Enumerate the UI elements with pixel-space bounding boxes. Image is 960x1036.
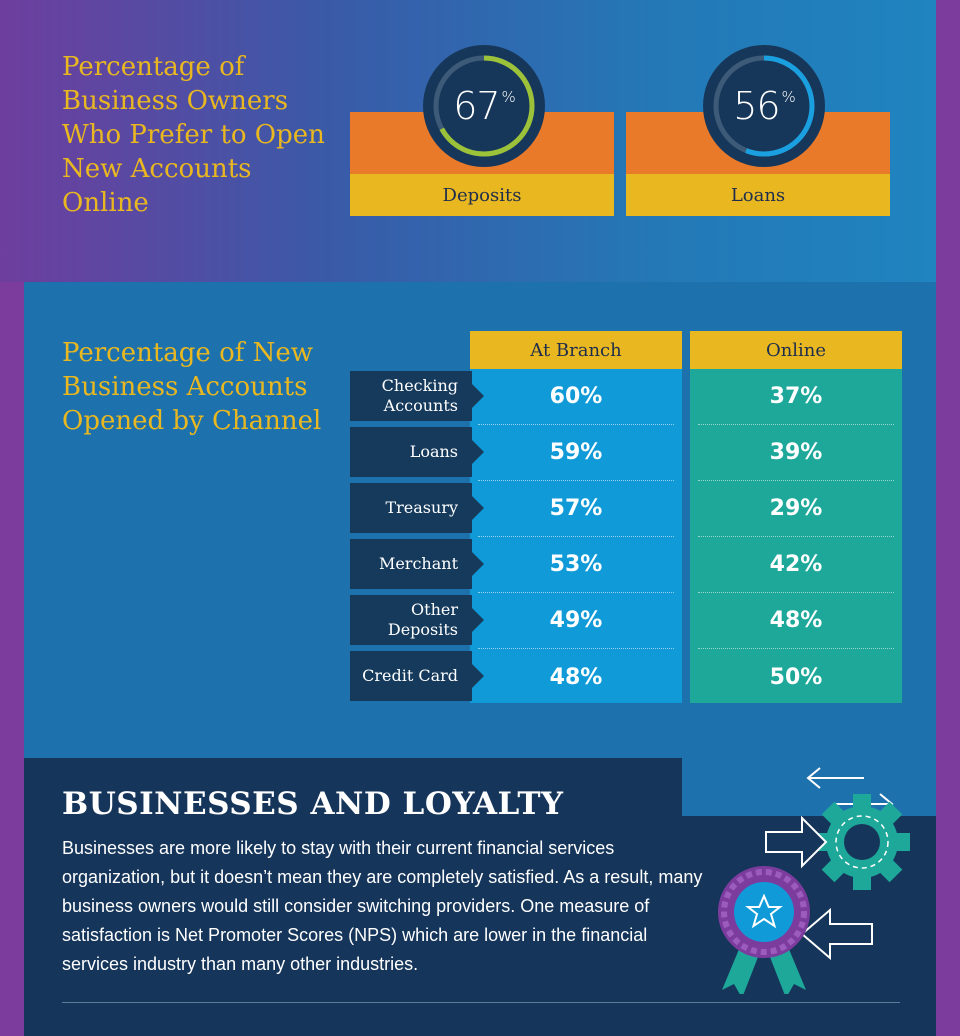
column-header-branch: At Branch	[470, 331, 682, 369]
row-label-merchant: Merchant	[350, 539, 484, 589]
loyalty-illustration	[718, 767, 910, 994]
loyalty-title: BUSINESSES AND LOYALTY	[62, 786, 564, 822]
row-label-credit-card: Credit Card	[350, 651, 484, 701]
loans-value: 56	[733, 84, 780, 128]
loans-ring-arc	[713, 55, 815, 157]
deposits-ring: 67%	[422, 44, 546, 168]
loans-label: Loans	[626, 174, 890, 216]
right-border	[936, 0, 960, 1036]
deposits-value: 67	[453, 84, 500, 128]
channel-heading: Percentage of New Business Accounts Open…	[62, 338, 322, 436]
star-icon	[745, 893, 783, 929]
cell-other-deposits-branch: 49%	[478, 593, 674, 649]
cell-credit-card-online: 50%	[769, 664, 823, 690]
gear-icon	[814, 794, 910, 890]
loans-ring-graphic	[703, 45, 825, 167]
cell-other-deposits-online: 48%	[698, 593, 894, 649]
deposits-ring-arc	[433, 55, 535, 157]
cell-credit-card-branch: 48%	[549, 664, 603, 690]
right-arrow-icon	[765, 815, 828, 869]
left-border	[0, 282, 24, 1036]
deposits-ring-graphic	[423, 45, 545, 167]
bottom-divider	[62, 1002, 900, 1003]
cell-checking-branch: 60%	[478, 369, 674, 425]
online-preference-heading: Percentage of Business Owners Who Prefer…	[62, 52, 325, 218]
cell-loans-branch: 59%	[478, 425, 674, 481]
loans-unit: %	[781, 88, 796, 106]
loyalty-paragraph: Businesses are more likely to stay with …	[62, 838, 703, 974]
column-header-online: Online	[690, 331, 902, 369]
cell-treasury-branch: 57%	[478, 481, 674, 537]
row-label-treasury: Treasury	[350, 483, 484, 533]
cell-merchant-branch: 53%	[478, 537, 674, 593]
left-arrow-icon	[800, 907, 873, 961]
row-label-checking: Checking Accounts	[350, 371, 484, 421]
loans-percentage: 56%	[702, 44, 826, 168]
cell-loans-online: 39%	[698, 425, 894, 481]
cell-merchant-online: 42%	[698, 537, 894, 593]
deposits-unit: %	[501, 88, 516, 106]
loans-ring: 56%	[702, 44, 826, 168]
cell-checking-online: 37%	[698, 369, 894, 425]
row-label-loans: Loans	[350, 427, 484, 477]
ribbon-award-icon	[718, 866, 810, 994]
cell-treasury-online: 29%	[698, 481, 894, 537]
deposits-percentage: 67%	[422, 44, 546, 168]
deposits-label: Deposits	[350, 174, 614, 216]
row-label-other-deposits: Other Deposits	[350, 595, 484, 645]
arrows-icon	[806, 767, 894, 815]
